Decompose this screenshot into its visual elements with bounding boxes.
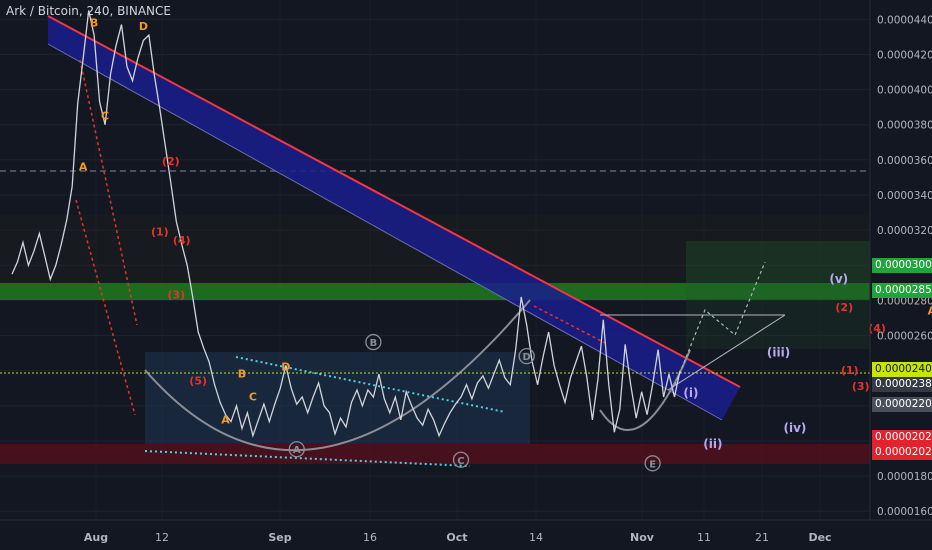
wave-label: A (928, 304, 932, 317)
wave-label: (i) (683, 386, 698, 400)
price-tag: 0.00002021 (872, 429, 932, 445)
time-axis: Aug 12 Sep 16 Oct 14 Nov 11 21 Dec (84, 531, 832, 544)
x-tick-label: 21 (755, 531, 769, 544)
price-tag: 0.00002381 (872, 377, 932, 393)
x-tick-label: 14 (529, 531, 543, 544)
wave-label: A (79, 160, 88, 173)
dotted-lower-line (144, 450, 471, 467)
handle-curve (599, 349, 691, 431)
wave-label: (5) (189, 375, 207, 388)
trend-channel (47, 15, 741, 421)
wave-label-ring (452, 451, 470, 468)
wave-label: (2) (162, 155, 180, 168)
wave-label: D (139, 20, 148, 33)
wave-label: (iv) (784, 421, 807, 435)
wave-label-ring (365, 333, 382, 351)
wave-label: E (649, 459, 656, 470)
descending-trendline (47, 15, 741, 388)
wave-label: B (90, 16, 98, 29)
drawings (0, 59, 870, 467)
red-dotted-line-3 (533, 305, 608, 345)
price-tag: 0.00002021 (872, 444, 932, 460)
resistance-zone (0, 283, 870, 300)
price-tag: 0.00002855 (872, 283, 932, 299)
x-tick-label: 16 (363, 531, 377, 544)
x-tick-label: Nov (630, 531, 655, 544)
wave-label-ring (288, 441, 305, 458)
triangle-lower (667, 314, 786, 391)
wave-label: A (293, 445, 301, 456)
wave-label: B (370, 338, 378, 349)
wave-label-ring (644, 455, 661, 472)
x-tick-label: Oct (446, 531, 467, 544)
wave-label: C (457, 456, 464, 467)
cup-curve (144, 299, 531, 452)
wave-label-ring (518, 347, 535, 365)
wave-annotations: B D C A (2) (1) (4) (3) (5) B D C A B D A C E (i) (ii) (iii)… (79, 16, 932, 472)
dotted-upper-line (235, 356, 506, 413)
wave-label: D (281, 361, 290, 374)
x-tick-label: 12 (155, 531, 169, 544)
target-box-upper (686, 241, 870, 299)
wave-label: D (523, 352, 531, 363)
wave-label: (1) (841, 364, 859, 377)
wave-label: (iii) (767, 346, 790, 360)
wave-label: (2) (835, 301, 853, 314)
x-tick-label: Aug (84, 531, 108, 544)
wave-label: (1) (151, 225, 169, 238)
support-zone (0, 444, 870, 464)
channel-fill (48, 16, 740, 420)
wave-label: (4) (868, 322, 886, 335)
channel-lower-line (47, 43, 723, 421)
x-tick-label: 11 (697, 531, 711, 544)
wave-label: (v) (829, 272, 848, 286)
wave-label: (ii) (703, 437, 722, 451)
price-tag: 0.00002205 (872, 397, 932, 413)
wave-label: (4) (173, 234, 191, 247)
wave-label: C (249, 391, 257, 404)
wave-label: A (221, 413, 230, 426)
chart-title: Ark / Bitcoin, 240, BINANCE (6, 4, 171, 18)
y-tick-label: 0.00001600 (877, 506, 932, 518)
wave-label: (3) (852, 380, 870, 393)
wave-label: (3) (167, 289, 185, 302)
target-box-lower (686, 299, 870, 349)
wave-label: C (101, 109, 109, 122)
price-line (11, 10, 681, 439)
red-dotted-line-2 (75, 199, 136, 416)
x-tick-label: Sep (268, 531, 291, 544)
x-tick-label: Dec (808, 531, 831, 544)
wave-label: B (238, 368, 246, 381)
price-tag: 0.00002406 (872, 362, 932, 378)
